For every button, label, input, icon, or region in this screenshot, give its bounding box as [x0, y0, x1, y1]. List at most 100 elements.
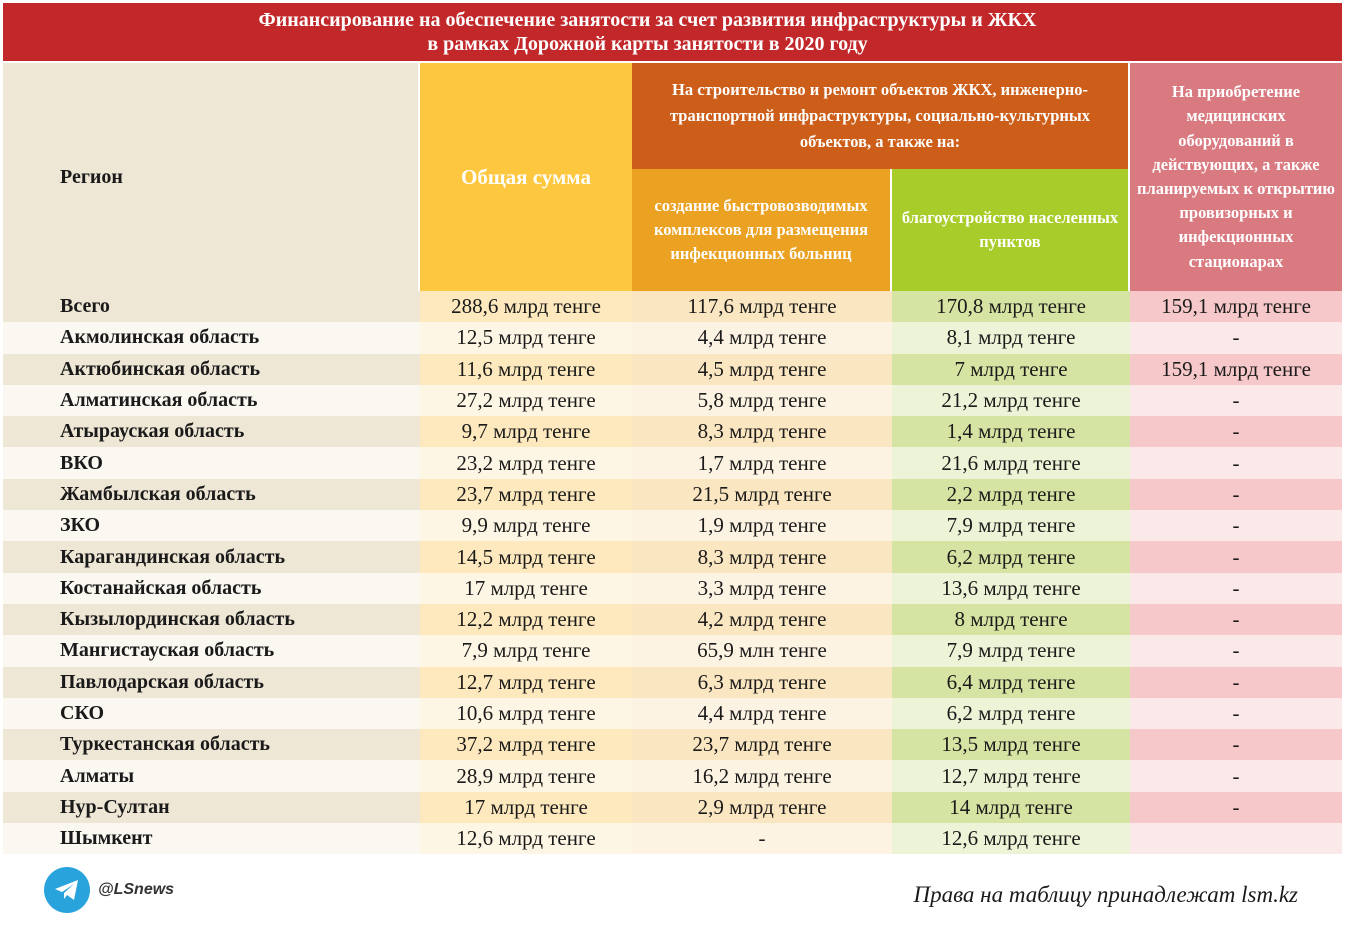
cell-hospital-complexes: 1,9 млрд тенге: [632, 510, 892, 542]
cell-medical-equipment: -: [1130, 541, 1342, 573]
table-row: Туркестанская область 37,2 млрд тенге 23,7…: [3, 729, 1342, 761]
table-row: Нур-Султан 17 млрд тенге 2,9 млрд тенге 14 …: [3, 791, 1342, 824]
cell-medical-equipment: -: [1130, 791, 1342, 824]
cell-total: 12,2 млрд тенге: [420, 603, 632, 636]
telegram-link[interactable]: @LSnews: [44, 867, 174, 913]
cell-hospital-complexes: 23,7 млрд тенге: [632, 729, 892, 761]
cell-medical-equipment: -: [1130, 510, 1342, 542]
cell-region: Костанайская область: [3, 572, 420, 604]
cell-hospital-complexes: 8,3 млрд тенге: [632, 416, 892, 448]
table-row: Кызылординская область 12,2 млрд тенге 4,2…: [3, 603, 1342, 636]
table-row: ВКО 23,2 млрд тенге 1,7 млрд тенге 21,6 млр…: [3, 447, 1342, 479]
cell-total: 288,6 млрд тенге: [420, 291, 632, 323]
cell-landscaping: 12,7 млрд тенге: [892, 760, 1130, 792]
cell-region: Кызылординская область: [3, 603, 420, 636]
table-row: Алматы 28,9 млрд тенге 16,2 млрд тенге 12,7…: [3, 760, 1342, 792]
table-row: Шымкент 12,6 млрд тенге -12,6 млрд тенге: [3, 823, 1342, 855]
cell-region: Нур-Султан: [3, 791, 420, 824]
table-row: Мангистауская область 7,9 млрд тенге 65,9 …: [3, 635, 1342, 667]
cell-total: 12,6 млрд тенге: [420, 823, 632, 855]
cell-total: 12,7 млрд тенге: [420, 666, 632, 698]
cell-hospital-complexes: 6,3 млрд тенге: [632, 666, 892, 698]
copyright-note: Права на таблицу принадлежат lsm.kz: [913, 882, 1298, 907]
cell-hospital-complexes: 5,8 млрд тенге: [632, 384, 892, 417]
table-row: Актюбинская область 11,6 млрд тенге 4,5 мл…: [3, 353, 1342, 385]
table-row: Павлодарская область 12,7 млрд тенге 6,3 м…: [3, 666, 1342, 698]
table-row: Акмолинская область 12,5 млрд тенге 4,4 мл…: [3, 322, 1342, 354]
cell-region: Карагандинская область: [3, 541, 420, 573]
cell-medical-equipment: -: [1130, 697, 1342, 730]
cell-hospital-complexes: 117,6 млрд тенге: [632, 291, 892, 323]
cell-medical-equipment: -: [1130, 447, 1342, 479]
header-landscaping: благоустройство населенных пунктов: [892, 169, 1128, 291]
cell-total: 10,6 млрд тенге: [420, 697, 632, 730]
cell-region: Актюбинская область: [3, 353, 420, 385]
cell-medical-equipment: -: [1130, 416, 1342, 448]
cell-region: Мангистауская область: [3, 635, 420, 667]
cell-total: 17 млрд тенге: [420, 572, 632, 604]
cell-region: Акмолинская область: [3, 322, 420, 354]
table-row: Алматинская область 27,2 млрд тенге 5,8 мл…: [3, 384, 1342, 417]
header-total: Общая сумма: [420, 63, 632, 291]
cell-total: 14,5 млрд тенге: [420, 541, 632, 573]
cell-medical-equipment: -: [1130, 478, 1342, 511]
cell-landscaping: 170,8 млрд тенге: [892, 291, 1130, 323]
cell-hospital-complexes: 1,7 млрд тенге: [632, 447, 892, 479]
header-medical-equipment: На приобретение медицинских оборудований…: [1130, 63, 1342, 291]
cell-landscaping: 14 млрд тенге: [892, 791, 1130, 824]
title-line-1: Финансирование на обеспечение занятости …: [258, 9, 1037, 31]
cell-region: Всего: [3, 291, 420, 323]
cell-medical-equipment: [1130, 823, 1342, 855]
cell-region: Атырауская область: [3, 416, 420, 448]
cell-medical-equipment: -: [1130, 322, 1342, 354]
cell-total: 37,2 млрд тенге: [420, 729, 632, 761]
cell-hospital-complexes: 4,2 млрд тенге: [632, 603, 892, 636]
cell-hospital-complexes: 3,3 млрд тенге: [632, 572, 892, 604]
cell-landscaping: 21,2 млрд тенге: [892, 384, 1130, 417]
cell-hospital-complexes: 16,2 млрд тенге: [632, 760, 892, 792]
header-construction-group: На строительство и ремонт объектов ЖКХ, …: [632, 63, 1128, 169]
cell-medical-equipment: -: [1130, 666, 1342, 698]
table-title: Финансирование на обеспечение занятости …: [3, 3, 1342, 61]
cell-region: Туркестанская область: [3, 729, 420, 761]
cell-landscaping: 6,2 млрд тенге: [892, 697, 1130, 730]
cell-hospital-complexes: 21,5 млрд тенге: [632, 478, 892, 511]
cell-medical-equipment: -: [1130, 635, 1342, 667]
cell-total: 23,2 млрд тенге: [420, 447, 632, 479]
cell-landscaping: 13,5 млрд тенге: [892, 729, 1130, 761]
title-line-2: в рамках Дорожной карты занятости в 2020…: [427, 33, 868, 55]
table-row: Костанайская область 17 млрд тенге 3,3 млр…: [3, 572, 1342, 604]
cell-region: СКО: [3, 697, 420, 730]
cell-total: 28,9 млрд тенге: [420, 760, 632, 792]
cell-hospital-complexes: 8,3 млрд тенге: [632, 541, 892, 573]
telegram-handle: @LSnews: [98, 881, 175, 898]
header-region: Регион: [3, 63, 418, 291]
cell-total: 11,6 млрд тенге: [420, 353, 632, 385]
cell-hospital-complexes: 4,5 млрд тенге: [632, 353, 892, 385]
cell-total: 17 млрд тенге: [420, 791, 632, 824]
cell-landscaping: 6,2 млрд тенге: [892, 541, 1130, 573]
cell-landscaping: 7,9 млрд тенге: [892, 635, 1130, 667]
cell-landscaping: 7,9 млрд тенге: [892, 510, 1130, 542]
cell-landscaping: 7 млрд тенге: [892, 353, 1130, 385]
cell-hospital-complexes: 4,4 млрд тенге: [632, 322, 892, 354]
table-header: Регион Общая сумма На строительство и ре…: [3, 63, 1342, 291]
table-row: Карагандинская область 14,5 млрд тенге 8,3…: [3, 541, 1342, 573]
telegram-icon[interactable]: [44, 867, 90, 913]
table-row: Жамбылская область 23,7 млрд тенге 21,5 мл…: [3, 478, 1342, 511]
cell-total: 27,2 млрд тенге: [420, 384, 632, 417]
cell-total: 23,7 млрд тенге: [420, 478, 632, 511]
cell-medical-equipment: -: [1130, 572, 1342, 604]
cell-landscaping: 21,6 млрд тенге: [892, 447, 1130, 479]
cell-hospital-complexes: 65,9 млн тенге: [632, 635, 892, 667]
cell-total: 9,7 млрд тенге: [420, 416, 632, 448]
table-row: СКО 10,6 млрд тенге 4,4 млрд тенге 6,2 млрд…: [3, 697, 1342, 730]
cell-region: Шымкент: [3, 823, 420, 855]
cell-region: Алматы: [3, 760, 420, 792]
cell-total: 12,5 млрд тенге: [420, 322, 632, 354]
cell-landscaping: 12,6 млрд тенге: [892, 823, 1130, 855]
header-hospital-complexes: создание быстровозводимых комплексов для…: [632, 169, 890, 291]
table-row: ЗКО 9,9 млрд тенге 1,9 млрд тенге 7,9 млрд …: [3, 510, 1342, 542]
cell-total: 7,9 млрд тенге: [420, 635, 632, 667]
cell-medical-equipment: -: [1130, 603, 1342, 636]
